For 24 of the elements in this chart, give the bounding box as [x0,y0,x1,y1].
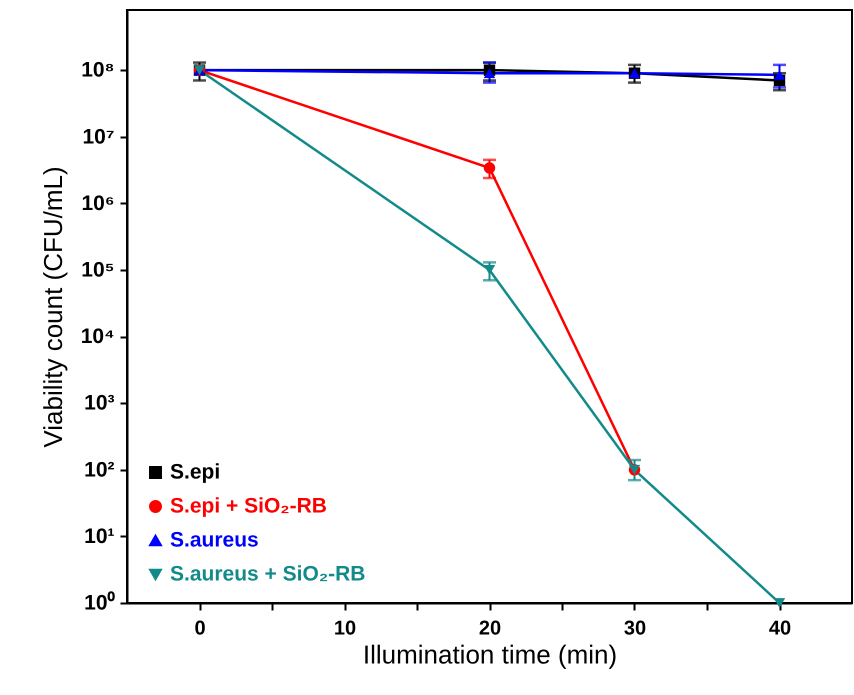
y-tick-label: 10⁸ [81,58,114,82]
x-tick-label: 20 [478,618,502,640]
x-tick-label: 40 [768,618,792,640]
legend-label: S.epi [170,460,220,484]
point [484,68,496,78]
y-tick-label: 10⁷ [82,125,114,148]
legend-label: S.epi + SiO₂-RB [170,494,327,518]
y-tick-label: 10³ [84,392,114,415]
point [774,598,786,608]
point [484,265,496,275]
legend-label: S.aureus [170,528,259,552]
x-axis-title: Illumination time (min) [362,640,618,670]
x-tick-label: 10 [334,618,356,640]
x-tick-label: 0 [194,618,206,640]
y-tick-label: 10² [84,458,114,482]
y-axis-title: Viability count (CFU/mL) [38,166,68,448]
point [484,162,496,174]
legend-label: S.aureus + SiO₂-RB [170,562,366,586]
y-tick-label: 10⁴ [80,325,114,348]
y-tick-label: 10⁵ [81,258,114,282]
y-tick-label: 10⁶ [81,192,114,215]
y-tick-label: 10¹ [84,524,114,548]
x-tick-label: 30 [624,618,646,640]
y-tick-label: 10⁰ [84,590,116,614]
